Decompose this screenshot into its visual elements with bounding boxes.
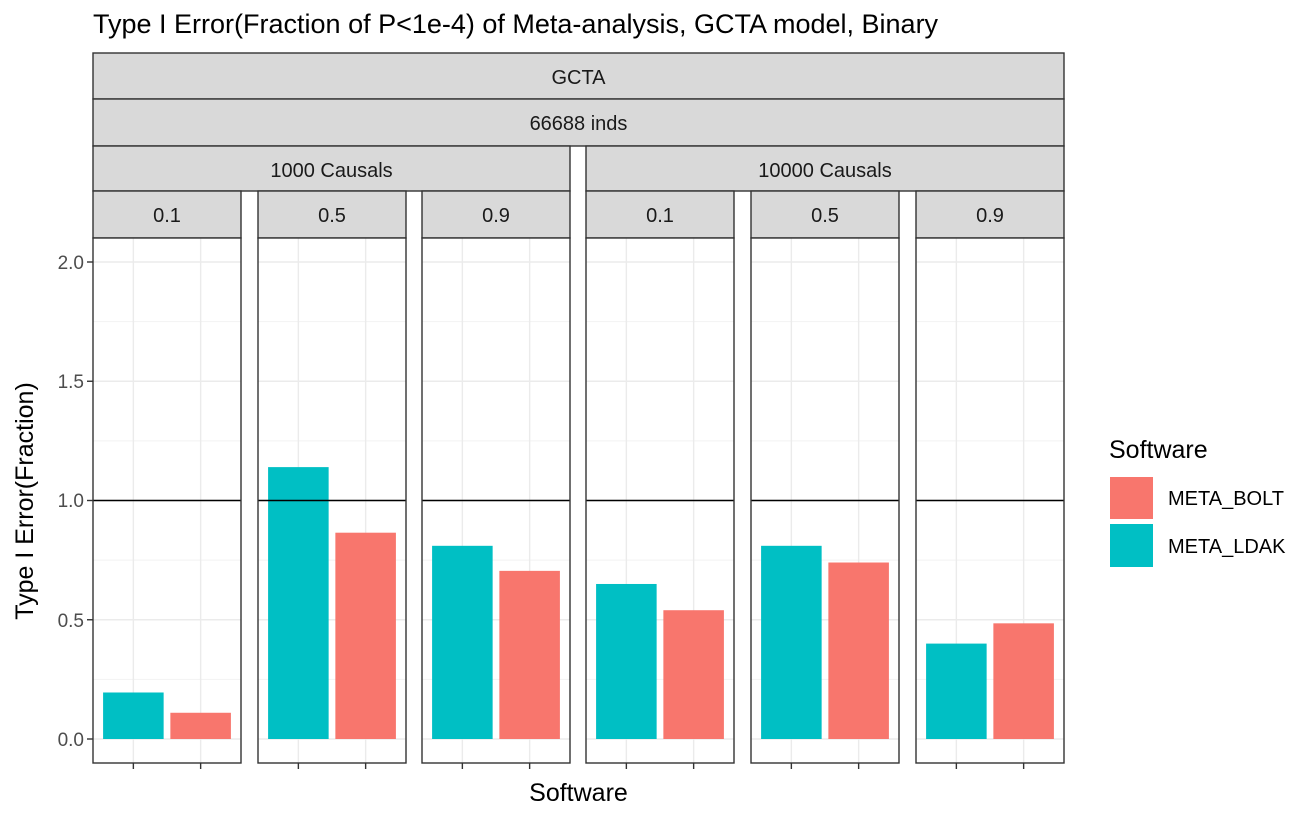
- y-tick-label-2: 1.0: [58, 491, 84, 512]
- panel-border: [915, 237, 1065, 764]
- strip-causal-10000-label: 10000 Causals: [758, 160, 891, 182]
- strip-h2-label: 0.5: [811, 205, 839, 227]
- strip-causal-1000-bg: [92, 145, 571, 192]
- strip-h2-label: 0.5: [318, 205, 346, 227]
- panels-layer: 0.1 0.5 0.9 0.1 0.5 0.9: [87, 190, 1065, 769]
- strip-h2-bg: [257, 190, 407, 239]
- chart-title: Type I Error(Fraction of P<1e-4) of Meta…: [93, 9, 939, 39]
- strip-h2-label: 0.1: [153, 205, 181, 227]
- y-tick-label-1: 0.5: [58, 611, 84, 632]
- bar-meta-ldak: [268, 467, 329, 739]
- y-tick-label-0: 0.0: [58, 730, 84, 751]
- panel-6: 0.9: [915, 190, 1065, 769]
- panel-4: 0.1: [585, 190, 735, 769]
- panel-2: 0.5: [257, 190, 407, 769]
- panel-border: [585, 237, 735, 764]
- bar-meta-ldak: [596, 583, 657, 739]
- x-axis-title: Software: [529, 779, 628, 807]
- bar-meta-bolt: [499, 570, 560, 739]
- bar-meta-bolt: [335, 532, 396, 739]
- strip-h2-label: 0.1: [646, 205, 674, 227]
- legend-label-meta-ldak: META_LDAK: [1168, 536, 1286, 558]
- panel-3: 0.9: [421, 190, 571, 769]
- strip-inds-label: 66688 inds: [530, 113, 628, 135]
- bar-meta-bolt: [993, 623, 1054, 739]
- y-tick-label-4: 2.0: [58, 253, 84, 274]
- y-axis-title: Type I Error(Fraction): [11, 382, 39, 620]
- bar-meta-bolt: [663, 610, 724, 739]
- panel-5: 0.5: [750, 190, 900, 769]
- legend-key-meta-ldak: [1110, 524, 1153, 567]
- strip-causal-1000-label: 1000 Causals: [270, 160, 392, 182]
- strip-h2-bg: [421, 190, 571, 239]
- strip-h2-bg: [585, 190, 735, 239]
- panel-border: [750, 237, 900, 764]
- bar-meta-bolt: [828, 562, 889, 739]
- strip-h2-bg: [750, 190, 900, 239]
- bar-meta-bolt: [170, 712, 231, 739]
- y-tick-label-3: 1.5: [58, 372, 84, 393]
- bar-meta-ldak: [926, 643, 987, 739]
- legend-key-meta-bolt: [1110, 477, 1153, 519]
- bar-meta-ldak: [103, 692, 164, 739]
- panel-1: 0.1: [92, 190, 242, 769]
- legend-title: Software: [1109, 436, 1208, 464]
- strip-model-bg: [92, 52, 1065, 100]
- legend-label-meta-bolt: META_BOLT: [1168, 488, 1284, 510]
- panel-border: [257, 237, 407, 764]
- strip-causal-10000-bg: [585, 145, 1065, 192]
- strip-h2-label: 0.9: [976, 205, 1004, 227]
- strip-model-label: GCTA: [551, 67, 606, 89]
- strip-inds-bg: [92, 98, 1065, 147]
- bar-meta-ldak: [761, 545, 822, 739]
- strip-h2-label: 0.9: [482, 205, 510, 227]
- strip-h2-bg: [915, 190, 1065, 239]
- panel-border: [421, 237, 571, 764]
- bar-meta-ldak: [432, 545, 493, 739]
